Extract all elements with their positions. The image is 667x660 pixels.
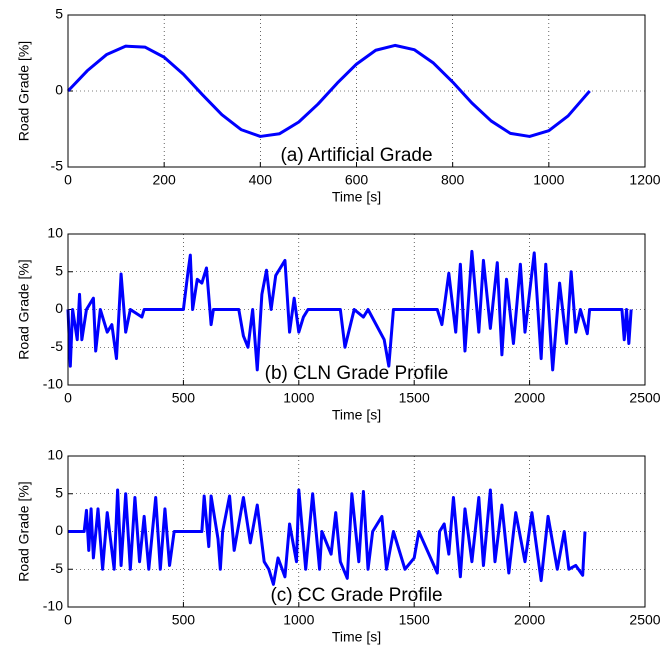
y-axis-label: Road Grade [%]: [16, 481, 32, 581]
x-tick-label: 0: [64, 612, 72, 628]
x-tick-label: 2500: [629, 390, 660, 406]
x-tick-label: 2000: [514, 390, 545, 406]
y-tick-label: 10: [47, 447, 63, 463]
x-tick-label: 200: [152, 172, 176, 188]
y-tick-label: 0: [55, 300, 63, 316]
y-tick-label: 5: [55, 262, 63, 278]
data-line: [66, 249, 633, 372]
y-tick-label: 0: [55, 522, 63, 538]
x-tick-label: 600: [345, 172, 369, 188]
x-axis-label: Time [s]: [332, 629, 381, 645]
x-tick-label: 800: [441, 172, 465, 188]
x-axis-label: Time [s]: [332, 189, 381, 205]
x-tick-label: 0: [64, 390, 72, 406]
y-axis-label: Road Grade [%]: [16, 259, 32, 359]
x-tick-label: 0: [64, 172, 72, 188]
annotation: (c) CC Grade Profile: [270, 585, 442, 606]
y-tick-label: 5: [55, 6, 63, 22]
annotation: (b) CLN Grade Profile: [265, 363, 449, 384]
x-tick-label: 500: [172, 612, 196, 628]
y-axis-label: Road Grade [%]: [16, 41, 32, 141]
x-tick-label: 1000: [533, 172, 564, 188]
data-line: [66, 43, 591, 138]
y-tick-label: 10: [47, 225, 63, 241]
x-tick-label: 1500: [399, 390, 430, 406]
x-tick-label: 2000: [514, 612, 545, 628]
y-tick-label: 0: [55, 82, 63, 98]
x-tick-label: 1200: [629, 172, 660, 188]
y-tick-label: -5: [51, 338, 64, 354]
x-tick-label: 1500: [399, 612, 430, 628]
y-tick-label: 5: [55, 484, 63, 500]
x-tick-label: 1000: [283, 612, 314, 628]
x-tick-label: 500: [172, 390, 196, 406]
x-tick-label: 1000: [283, 390, 314, 406]
y-tick-label: -10: [43, 376, 63, 392]
x-tick-label: 2500: [629, 612, 660, 628]
data-line: [68, 488, 587, 586]
plot-frame: [67, 233, 646, 386]
plot-frame: [67, 455, 646, 608]
annotation: (a) Artificial Grade: [280, 145, 432, 166]
x-tick-label: 400: [249, 172, 273, 188]
y-tick-label: -5: [51, 560, 64, 576]
y-tick-label: -10: [43, 598, 63, 614]
y-tick-label: -5: [51, 158, 64, 174]
x-axis-label: Time [s]: [332, 407, 381, 423]
plot-frame: [67, 14, 646, 168]
